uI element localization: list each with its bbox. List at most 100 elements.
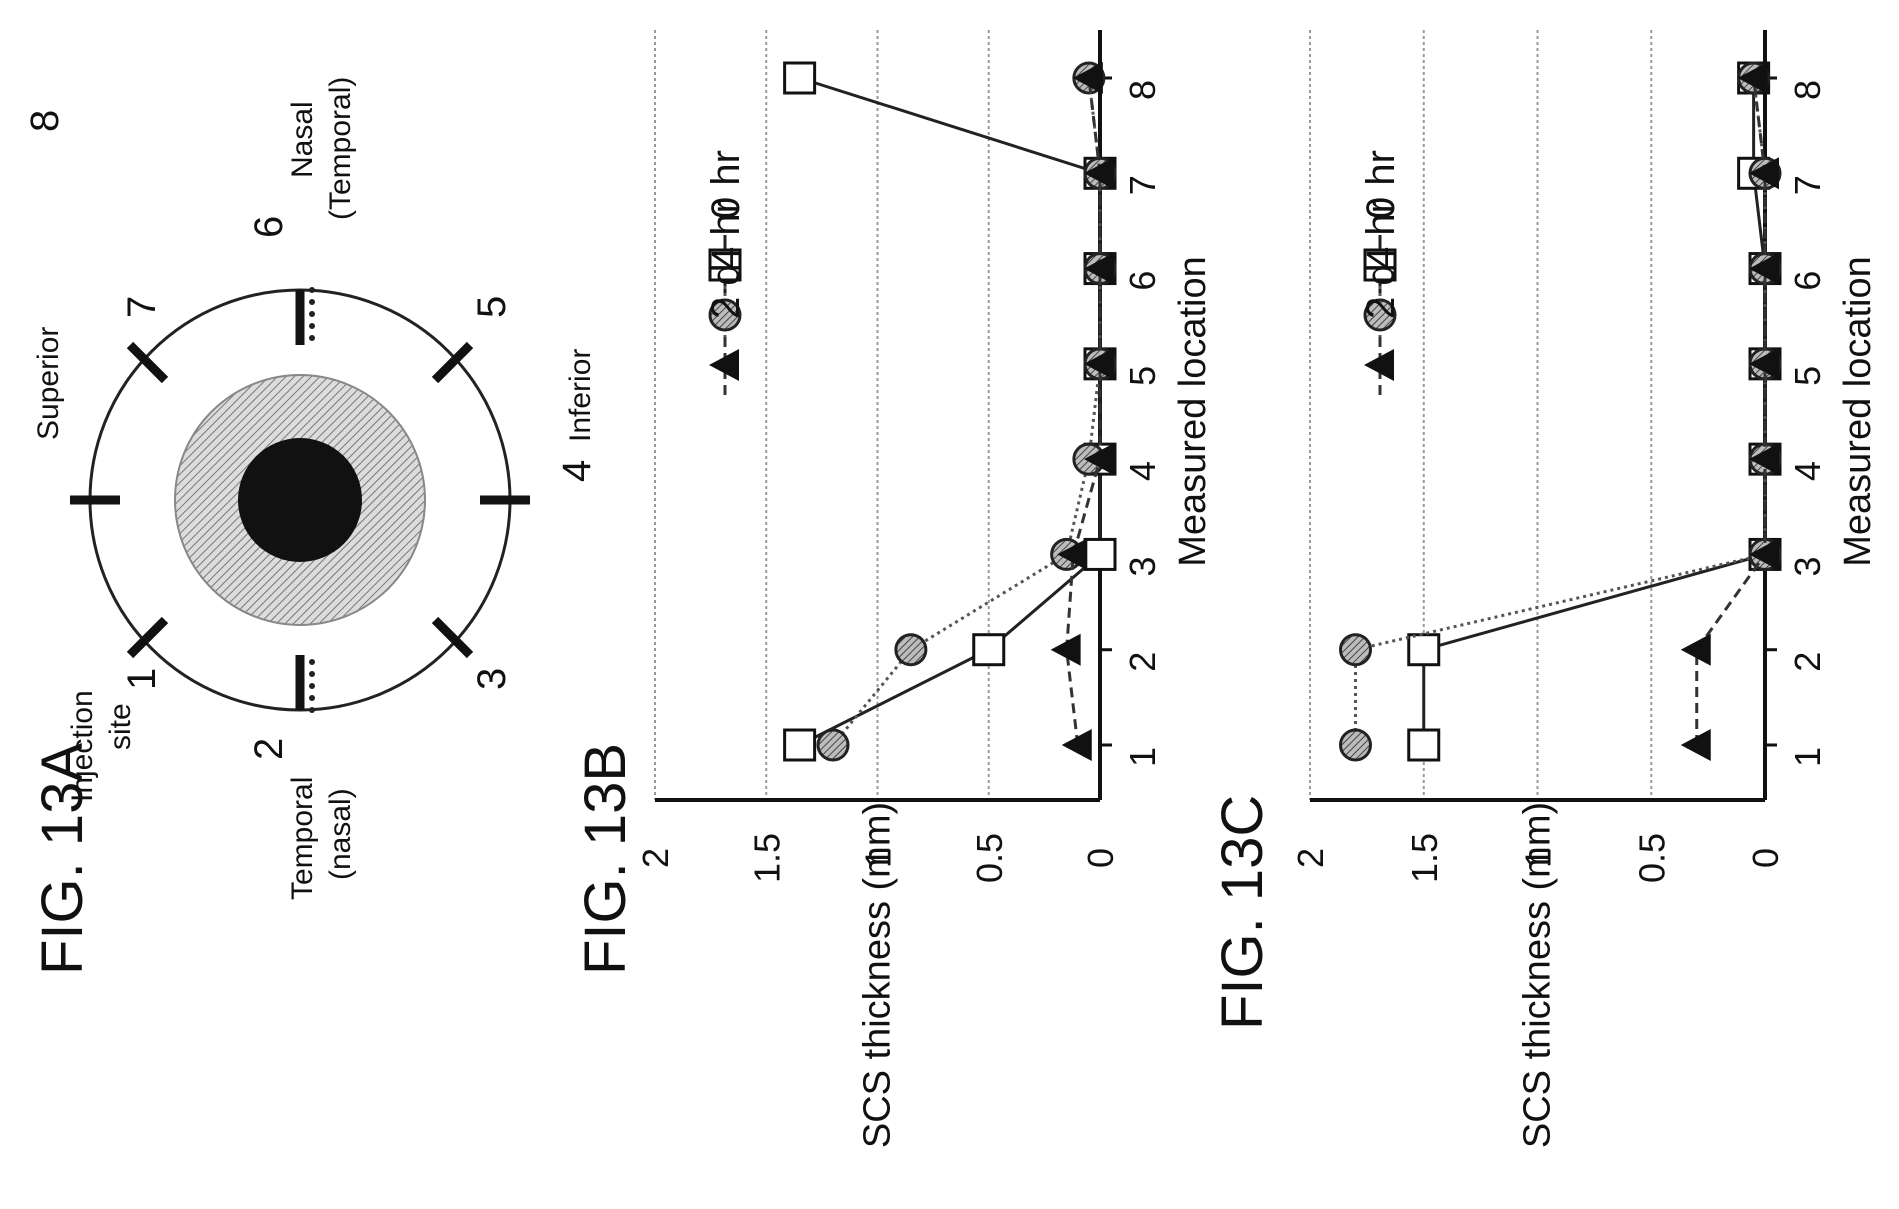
- y-tick-label: 2: [635, 848, 676, 868]
- marker-triangle: [1084, 157, 1114, 190]
- marker-square: [1083, 537, 1117, 571]
- location-number-6: 6: [247, 216, 291, 238]
- marker-triangle: [1749, 157, 1779, 190]
- marker-triangle: [1084, 443, 1114, 476]
- y-tick-label: 1.5: [746, 833, 787, 883]
- marker-triangle: [1749, 538, 1779, 571]
- legend-label: 0 hr: [704, 150, 748, 219]
- eye-pupil: [238, 438, 362, 562]
- fig-13a-label: FIG. 13A: [30, 743, 95, 975]
- marker-triangle: [1749, 347, 1779, 380]
- legend: 0 hr4 hr2 d: [704, 150, 748, 395]
- marker-triangle: [1061, 729, 1092, 761]
- x-tick-label: 4: [1122, 461, 1163, 481]
- marker-triangle: [1749, 443, 1779, 476]
- fig-13c-label: FIG. 13C: [1210, 795, 1275, 1030]
- location-number-3: 3: [470, 668, 514, 690]
- location-number-8: 8: [23, 110, 67, 132]
- series-0-hr: [1407, 61, 1782, 762]
- x-tick-label: 6: [1122, 271, 1163, 291]
- x-tick-label: 2: [1787, 652, 1828, 672]
- y-tick-label: 1: [1518, 848, 1559, 868]
- series-line: [1065, 77, 1102, 746]
- label-nasal-line2: (Temporal): [324, 77, 357, 220]
- label-inferior: Inferior: [564, 349, 597, 442]
- y-tick-label: 1.5: [1404, 833, 1445, 883]
- fig-13b-chart: 0 0.5 1 1.5 2 1 2 3 4 5 6 7 8 Measured location SCS th…: [635, 30, 1214, 1148]
- y-tick-label: 0.5: [969, 833, 1010, 883]
- marker-triangle: [1680, 729, 1711, 761]
- marker-triangle: [709, 349, 739, 381]
- x-tick-label: 5: [1787, 366, 1828, 386]
- marker-square: [1407, 633, 1441, 667]
- marker-circle: [1339, 728, 1372, 762]
- x-axis-title: Measured location: [1837, 256, 1879, 567]
- tick-location-5: [431, 341, 474, 384]
- y-tick-label: 0.5: [1631, 833, 1672, 883]
- series-4-hr: [1339, 61, 1782, 762]
- y-tick-label: 0: [1080, 848, 1121, 868]
- fig-13b-label: FIG. 13B: [573, 743, 638, 975]
- eye-diagram: 8 4 2 6 1 7 3 5 Superior Inferior Inject…: [23, 77, 599, 900]
- label-nasal-line1: Nasal: [286, 101, 319, 178]
- y-tick-label: 0: [1745, 848, 1786, 868]
- marker-circle: [816, 728, 850, 762]
- marker-triangle: [1050, 633, 1081, 666]
- marker-circle: [708, 298, 742, 332]
- marker-square: [972, 633, 1006, 667]
- tick-location-7: [126, 341, 169, 384]
- location-number-4: 4: [555, 460, 599, 482]
- y-axis-title: SCS thickness (mm): [1517, 802, 1559, 1148]
- label-temporal-line1: Temporal: [286, 777, 319, 900]
- label-injection-line1: Injection: [66, 690, 99, 802]
- series-2-d: [1680, 62, 1779, 761]
- label-temporal-line2: (nasal): [324, 788, 357, 880]
- tick-location-3: [431, 616, 474, 659]
- marker-circle: [1363, 298, 1397, 332]
- y-axis-title: SCS thickness (mm): [857, 802, 899, 1148]
- location-number-5: 5: [470, 296, 514, 318]
- x-tick-label: 4: [1787, 461, 1828, 481]
- y-tick-label: 1: [858, 848, 899, 868]
- marker-square: [1407, 728, 1441, 762]
- series-line: [1422, 78, 1767, 745]
- legend-label: 4 hr: [704, 200, 748, 269]
- marker-square: [783, 728, 817, 762]
- x-axis-title: Measured location: [1172, 256, 1214, 567]
- x-tick-label: 1: [1122, 747, 1163, 767]
- marker-triangle: [1057, 538, 1088, 571]
- x-tick-label: 6: [1787, 271, 1828, 291]
- marker-triangle: [1084, 252, 1114, 285]
- legend: 0 hr4 hr2 d: [1359, 150, 1403, 395]
- location-number-2: 2: [247, 738, 291, 760]
- x-tick-label: 2: [1122, 652, 1163, 672]
- tick-location-1: [126, 616, 169, 659]
- legend-label: 0 hr: [1359, 150, 1403, 219]
- x-tick-label: 3: [1787, 556, 1828, 576]
- x-tick-label: 7: [1787, 175, 1828, 195]
- legend-label: 2 d: [1359, 263, 1403, 319]
- series-line: [798, 76, 1102, 747]
- marker-circle: [894, 633, 928, 667]
- x-tick-label: 5: [1122, 366, 1163, 386]
- y-tick-label: 2: [1290, 848, 1331, 868]
- series-2-d: [1050, 62, 1114, 761]
- marker-triangle: [1072, 62, 1103, 94]
- location-number-1: 1: [120, 668, 164, 690]
- location-ticks: [70, 290, 530, 710]
- marker-triangle: [1737, 62, 1768, 94]
- marker-triangle: [1084, 347, 1114, 380]
- label-injection-line2: site: [104, 703, 137, 750]
- marker-triangle: [1749, 252, 1779, 285]
- fig-13c-chart: 0 0.5 1 1.5 2 1 2 3 4 5 6 7 8 Measured location SCS th…: [1290, 30, 1879, 1148]
- legend-label: 2 d: [704, 263, 748, 319]
- series-line: [1695, 77, 1767, 745]
- x-tick-label: 1: [1787, 747, 1828, 767]
- injection-path-dots: [309, 287, 315, 713]
- x-tick-label: 7: [1122, 175, 1163, 195]
- marker-triangle: [1364, 349, 1394, 381]
- legend-label: 4 hr: [1359, 200, 1403, 269]
- marker-circle: [1339, 633, 1372, 667]
- marker-square: [783, 61, 817, 95]
